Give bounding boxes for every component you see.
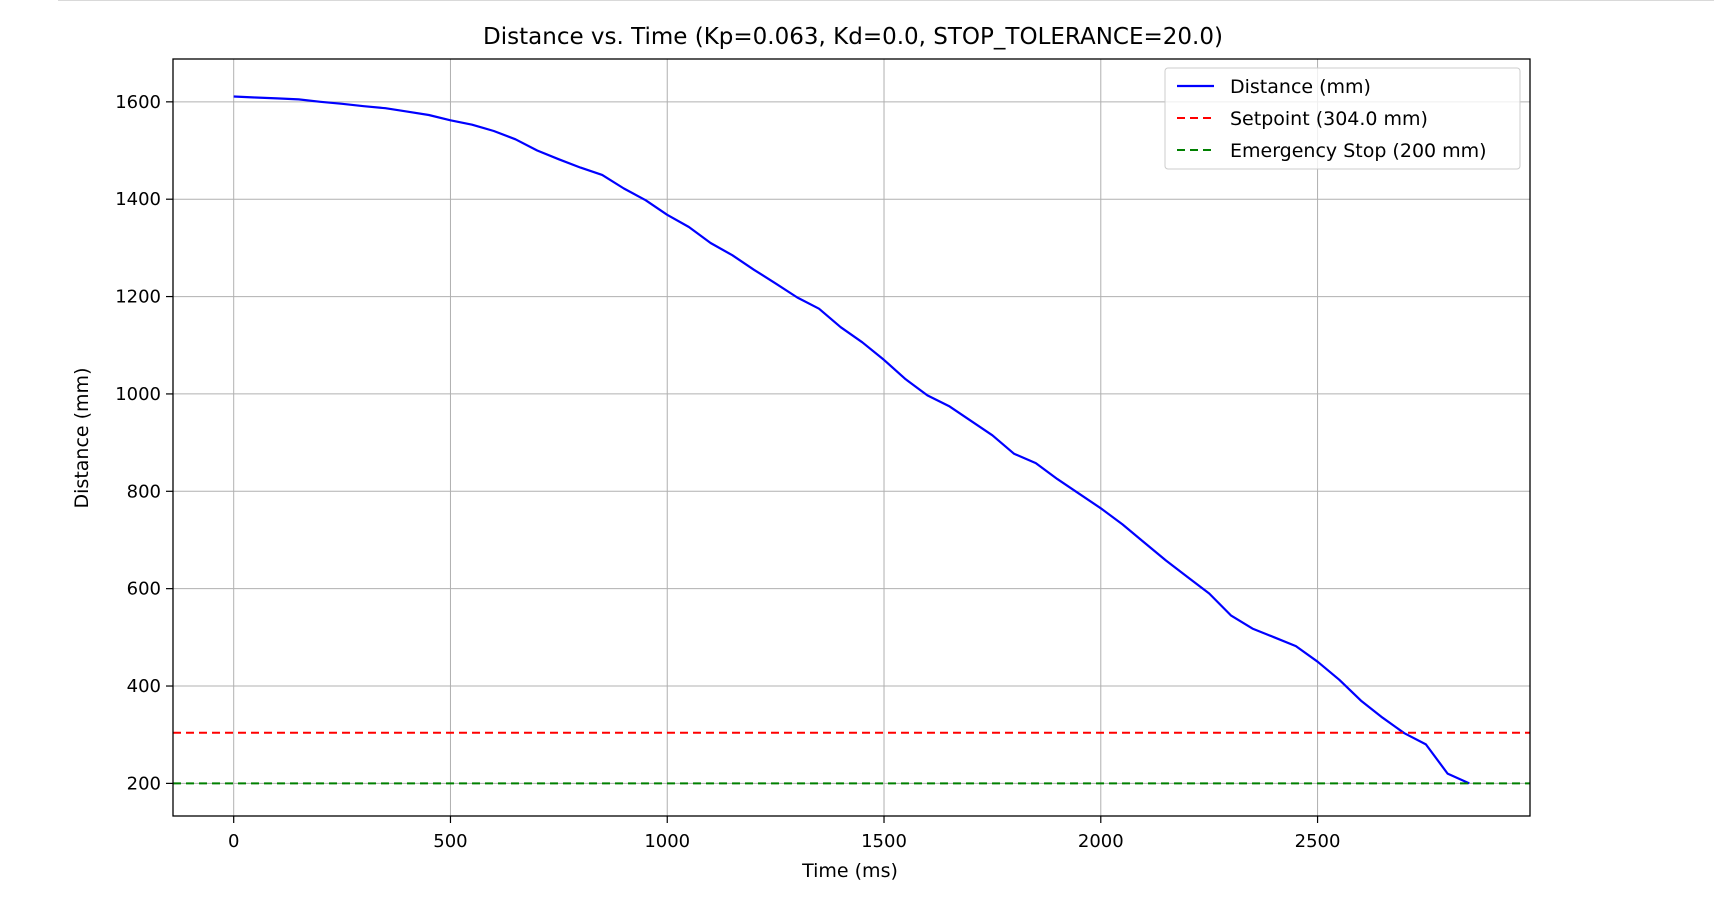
plot-lines <box>173 95 1530 785</box>
x-tick-label: 500 <box>433 831 467 852</box>
y-tick-label: 1600 <box>115 92 161 113</box>
distance-series-line <box>233 95 1470 785</box>
x-tick-label: 0 <box>228 831 239 852</box>
y-tick-label: 800 <box>127 481 161 502</box>
grid <box>173 59 1530 816</box>
x-tick-label: 2000 <box>1078 831 1124 852</box>
legend-label-emergency-stop: Emergency Stop (200 mm) <box>1230 140 1487 162</box>
axis-ticks: 0 500 1000 1500 2000 2500 200 400 600 800 1000 1200… <box>115 92 1340 852</box>
top-divider <box>58 0 1714 3</box>
y-tick-label: 1000 <box>115 384 161 405</box>
y-axis-label: Distance (mm) <box>71 368 93 509</box>
y-tick-label: 400 <box>127 676 161 697</box>
x-tick-label: 2500 <box>1295 831 1341 852</box>
x-tick-label: 1000 <box>644 831 690 852</box>
y-tick-label: 1400 <box>115 189 161 210</box>
legend: Distance (mm) Setpoint (304.0 mm) Emerge… <box>1164 67 1521 170</box>
y-tick-label: 1200 <box>115 287 161 308</box>
plot-frame <box>172 58 1531 817</box>
x-tick-label: 1500 <box>861 831 907 852</box>
legend-label-setpoint: Setpoint (304.0 mm) <box>1230 108 1428 130</box>
legend-label-distance: Distance (mm) <box>1230 76 1371 98</box>
y-tick-label: 200 <box>127 773 161 794</box>
x-axis-label: Time (ms) <box>801 860 898 882</box>
legend-box <box>1164 67 1521 170</box>
y-tick-label: 600 <box>127 579 161 600</box>
chart-title: Distance vs. Time (Kp=0.063, Kd=0.0, STO… <box>483 24 1223 50</box>
